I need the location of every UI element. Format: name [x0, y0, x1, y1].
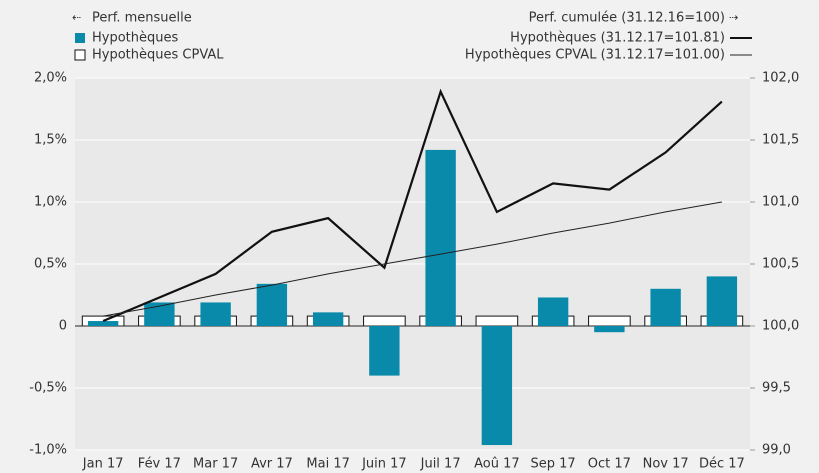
x-tick-label: Jan 17 [82, 457, 124, 472]
bar [312, 312, 344, 326]
bar [481, 326, 513, 446]
y-tick-label: -1,0% [29, 443, 67, 458]
bar [425, 149, 456, 326]
legend-label: Hypothèques CPVAL [92, 48, 224, 63]
legend-left-title: Perf. mensuelle [92, 11, 192, 26]
bar [537, 297, 569, 326]
line [103, 201, 722, 317]
legend-label: Hypothèques [92, 31, 178, 46]
y-tick-label: 1,5% [34, 133, 67, 148]
x-tick-label: Déc 17 [699, 457, 745, 472]
legend-label: Hypothèques (31.12.17=101.81) [510, 31, 725, 46]
bar [369, 326, 400, 376]
y-tick-label: 1,0% [34, 195, 67, 210]
y-tick-label: 0,5% [34, 257, 67, 272]
bar [363, 315, 406, 327]
bar [475, 315, 519, 327]
legend-left-arrow: ⇠ [72, 11, 81, 24]
bar [87, 321, 119, 326]
x-tick-label: Fév 17 [138, 457, 181, 472]
y-tick-label: -0,5% [29, 381, 67, 396]
x-tick-label: Juin 17 [361, 457, 407, 472]
bar [594, 326, 625, 333]
legend-label: Hypothèques CPVAL (31.12.17=101.00) [465, 48, 725, 63]
y2-tick-label: 99,5 [762, 381, 791, 396]
x-tick-label: Juil 17 [420, 457, 461, 472]
y2-tick-label: 102,0 [762, 71, 799, 86]
legend-swatch [75, 33, 85, 43]
y-tick-label: 0 [59, 319, 67, 334]
x-tick-label: Oct 17 [588, 457, 631, 472]
bar [200, 302, 231, 326]
x-tick-label: Aoû 17 [474, 457, 520, 472]
y2-tick-label: 101,5 [762, 133, 799, 148]
y2-tick-label: 100,5 [762, 257, 799, 272]
y2-tick-label: 100,0 [762, 319, 799, 334]
line [102, 88, 723, 323]
y2-tick-label: 101,0 [762, 195, 799, 210]
x-tick-label: Mar 17 [193, 457, 238, 472]
bar [256, 283, 288, 326]
x-tick-label: Sep 17 [531, 457, 576, 472]
x-tick-label: Nov 17 [643, 457, 689, 472]
y2-tick-label: 99,0 [762, 443, 791, 458]
bar [650, 288, 681, 326]
bar [706, 276, 738, 326]
legend-right-arrow: ⇢ [729, 11, 738, 24]
y-tick-label: 2,0% [34, 71, 67, 86]
legend-right-title: Perf. cumulée (31.12.16=100) [529, 11, 725, 26]
x-tick-label: Avr 17 [251, 457, 293, 472]
bar [588, 315, 631, 327]
bar [144, 302, 175, 326]
legend-swatch [74, 49, 86, 61]
x-tick-label: Mai 17 [306, 457, 349, 472]
